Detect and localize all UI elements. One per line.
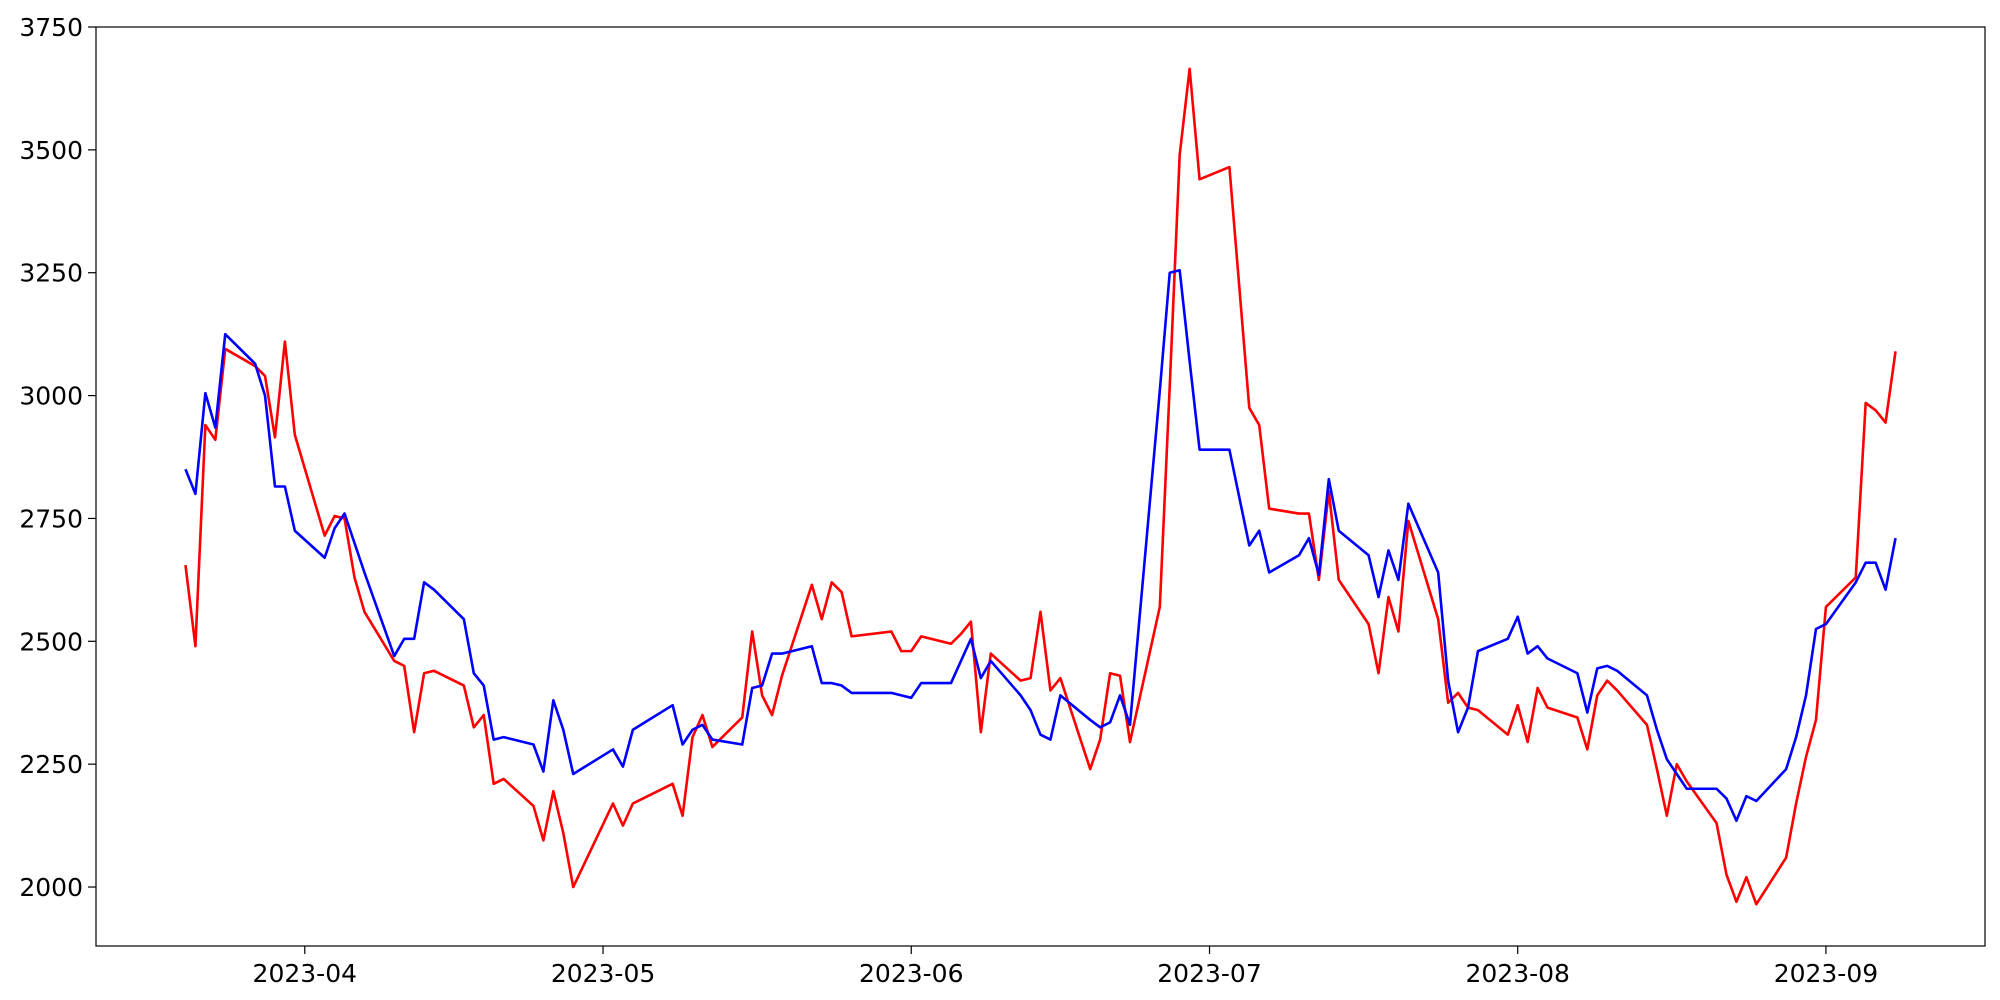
x-tick-label: 2023-09 xyxy=(1774,959,1878,988)
y-tick-label: 3250 xyxy=(19,259,83,288)
x-tick-label: 2023-04 xyxy=(253,959,357,988)
plot-frame xyxy=(95,26,1986,947)
y-tick-label: 3000 xyxy=(19,382,83,411)
y-tick-label: 2000 xyxy=(19,873,83,902)
y-tick-label: 3750 xyxy=(19,13,83,42)
x-tick-label: 2023-05 xyxy=(551,959,655,988)
y-tick-label: 2500 xyxy=(19,627,83,656)
y-tick-label: 2750 xyxy=(19,504,83,533)
y-tick-label: 3500 xyxy=(19,136,83,165)
x-tick-label: 2023-07 xyxy=(1157,959,1261,988)
y-tick-label: 2250 xyxy=(19,750,83,779)
series-line xyxy=(184,268,1897,822)
x-tick-label: 2023-08 xyxy=(1465,959,1569,988)
series-line xyxy=(184,67,1897,906)
x-tick-label: 2023-06 xyxy=(859,959,963,988)
